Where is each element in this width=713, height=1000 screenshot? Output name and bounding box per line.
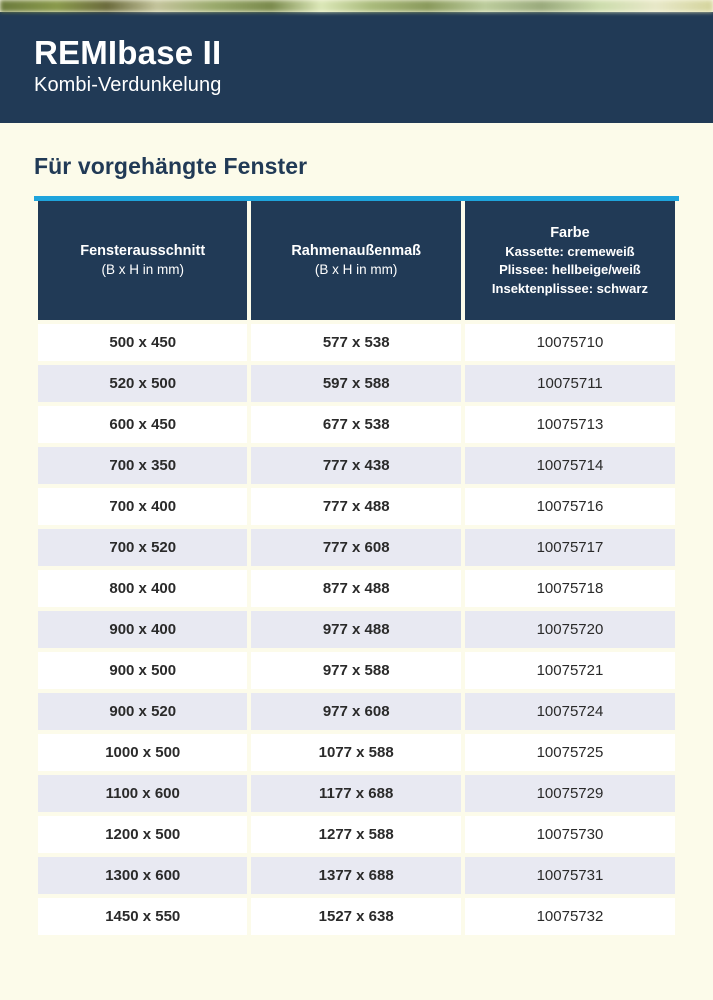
cell-code: 10075720	[465, 607, 675, 648]
col-header-title: Rahmenaußenmaß	[291, 243, 421, 259]
cell-code: 10075724	[465, 689, 675, 730]
decorative-top-strip	[0, 0, 713, 12]
table-row: 1000 x 5001077 x 58810075725	[38, 730, 675, 771]
col-header-line: Kassette: cremeweiß	[475, 243, 665, 261]
col-header-cutout: Fensterausschnitt (B x H in mm)	[38, 201, 247, 320]
cell-frame: 1527 x 638	[251, 894, 460, 935]
col-header-sub: (B x H in mm)	[261, 261, 450, 280]
cell-code: 10075725	[465, 730, 675, 771]
cell-cutout: 700 x 400	[38, 484, 247, 525]
cell-code: 10075713	[465, 402, 675, 443]
table-row: 700 x 350777 x 43810075714	[38, 443, 675, 484]
col-header-sub: (B x H in mm)	[48, 261, 237, 280]
table-header-row: Fensterausschnitt (B x H in mm) Rahmenau…	[38, 201, 675, 320]
content-area: Für vorgehängte Fenster Fensterausschnit…	[0, 123, 713, 935]
cell-cutout: 500 x 450	[38, 320, 247, 361]
cell-cutout: 1100 x 600	[38, 771, 247, 812]
col-header-line: Plissee: hellbeige/weiß	[475, 261, 665, 279]
spec-table: Fensterausschnitt (B x H in mm) Rahmenau…	[34, 201, 679, 935]
cell-code: 10075729	[465, 771, 675, 812]
table-row: 1200 x 5001277 x 58810075730	[38, 812, 675, 853]
table-row: 700 x 520777 x 60810075717	[38, 525, 675, 566]
table-row: 1300 x 6001377 x 68810075731	[38, 853, 675, 894]
table-row: 1450 x 5501527 x 63810075732	[38, 894, 675, 935]
table-row: 1100 x 6001177 x 68810075729	[38, 771, 675, 812]
cell-frame: 977 x 588	[251, 648, 460, 689]
cell-code: 10075714	[465, 443, 675, 484]
table-row: 520 x 500597 x 58810075711	[38, 361, 675, 402]
cell-cutout: 1300 x 600	[38, 853, 247, 894]
cell-frame: 597 x 588	[251, 361, 460, 402]
cell-frame: 877 x 488	[251, 566, 460, 607]
cell-frame: 977 x 488	[251, 607, 460, 648]
cell-frame: 777 x 488	[251, 484, 460, 525]
cell-cutout: 900 x 500	[38, 648, 247, 689]
product-title: REMIbase II	[34, 34, 679, 72]
table-row: 900 x 500977 x 58810075721	[38, 648, 675, 689]
cell-code: 10075718	[465, 566, 675, 607]
cell-code: 10075730	[465, 812, 675, 853]
cell-frame: 1077 x 588	[251, 730, 460, 771]
cell-cutout: 1000 x 500	[38, 730, 247, 771]
cell-cutout: 700 x 350	[38, 443, 247, 484]
table-row: 600 x 450677 x 53810075713	[38, 402, 675, 443]
cell-cutout: 1200 x 500	[38, 812, 247, 853]
cell-frame: 777 x 608	[251, 525, 460, 566]
cell-cutout: 600 x 450	[38, 402, 247, 443]
table-row: 500 x 450577 x 53810075710	[38, 320, 675, 361]
cell-frame: 1277 x 588	[251, 812, 460, 853]
table-body: 500 x 450577 x 53810075710520 x 500597 x…	[38, 320, 675, 935]
table-row: 900 x 400977 x 48810075720	[38, 607, 675, 648]
cell-code: 10075711	[465, 361, 675, 402]
page-header: REMIbase II Kombi-Verdunkelung	[0, 12, 713, 123]
cell-frame: 1177 x 688	[251, 771, 460, 812]
col-header-line: Insektenplissee: schwarz	[475, 280, 665, 298]
section-title: Für vorgehängte Fenster	[34, 153, 679, 180]
col-header-title: Fensterausschnitt	[80, 243, 205, 259]
product-subtitle: Kombi-Verdunkelung	[34, 74, 679, 97]
cell-frame: 977 x 608	[251, 689, 460, 730]
cell-cutout: 900 x 400	[38, 607, 247, 648]
cell-cutout: 700 x 520	[38, 525, 247, 566]
cell-cutout: 900 x 520	[38, 689, 247, 730]
col-header-title: Farbe	[550, 225, 590, 241]
cell-frame: 1377 x 688	[251, 853, 460, 894]
table-row: 700 x 400777 x 48810075716	[38, 484, 675, 525]
cell-code: 10075721	[465, 648, 675, 689]
col-header-frame: Rahmenaußenmaß (B x H in mm)	[251, 201, 460, 320]
col-header-color: Farbe Kassette: cremeweiß Plissee: hellb…	[465, 201, 675, 320]
cell-code: 10075732	[465, 894, 675, 935]
cell-code: 10075716	[465, 484, 675, 525]
table-row: 800 x 400877 x 48810075718	[38, 566, 675, 607]
cell-cutout: 1450 x 550	[38, 894, 247, 935]
cell-cutout: 800 x 400	[38, 566, 247, 607]
cell-frame: 577 x 538	[251, 320, 460, 361]
cell-frame: 777 x 438	[251, 443, 460, 484]
table-row: 900 x 520977 x 60810075724	[38, 689, 675, 730]
cell-code: 10075710	[465, 320, 675, 361]
cell-cutout: 520 x 500	[38, 361, 247, 402]
spec-table-wrap: Fensterausschnitt (B x H in mm) Rahmenau…	[34, 201, 679, 935]
cell-code: 10075731	[465, 853, 675, 894]
cell-frame: 677 x 538	[251, 402, 460, 443]
cell-code: 10075717	[465, 525, 675, 566]
